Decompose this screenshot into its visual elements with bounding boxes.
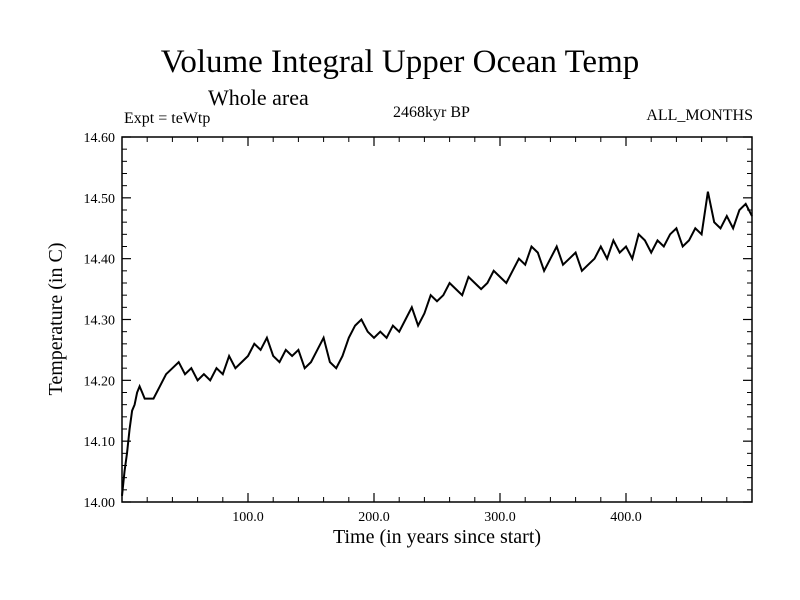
- y-tick-label: 14.30: [84, 314, 116, 329]
- y-tick-label: 14.10: [84, 435, 116, 450]
- temperature-series-line: [121, 191, 753, 497]
- y-axis-label: Temperature (in C): [45, 243, 67, 396]
- x-tick-label: 100.0: [232, 510, 264, 525]
- y-tick-label: 14.50: [84, 192, 116, 207]
- months-label: ALL_MONTHS: [646, 107, 753, 124]
- experiment-label: Expt = teWtp: [124, 110, 211, 127]
- chart-title: Volume Integral Upper Ocean Temp: [160, 44, 640, 80]
- y-tick-label: 14.40: [84, 253, 116, 268]
- chart-subtitle: Whole area: [208, 85, 309, 110]
- x-axis-label: Time (in years since start): [333, 526, 541, 548]
- y-tick-labels: 14.00 14.10 14.20 14.30 14.40 14.50 14.60: [84, 131, 116, 511]
- x-tick-label: 200.0: [358, 510, 390, 525]
- y-tick-label: 14.60: [84, 131, 116, 146]
- x-tick-label: 400.0: [610, 510, 642, 525]
- period-label: 2468kyr BP: [393, 104, 470, 121]
- y-tick-label: 14.00: [84, 496, 116, 511]
- y-tick-label: 14.20: [84, 374, 116, 389]
- x-tick-labels: 100.0 200.0 300.0 400.0: [232, 510, 642, 525]
- tick-marks: [122, 136, 752, 503]
- x-tick-label: 300.0: [484, 510, 516, 525]
- plot-frame: [121, 136, 753, 503]
